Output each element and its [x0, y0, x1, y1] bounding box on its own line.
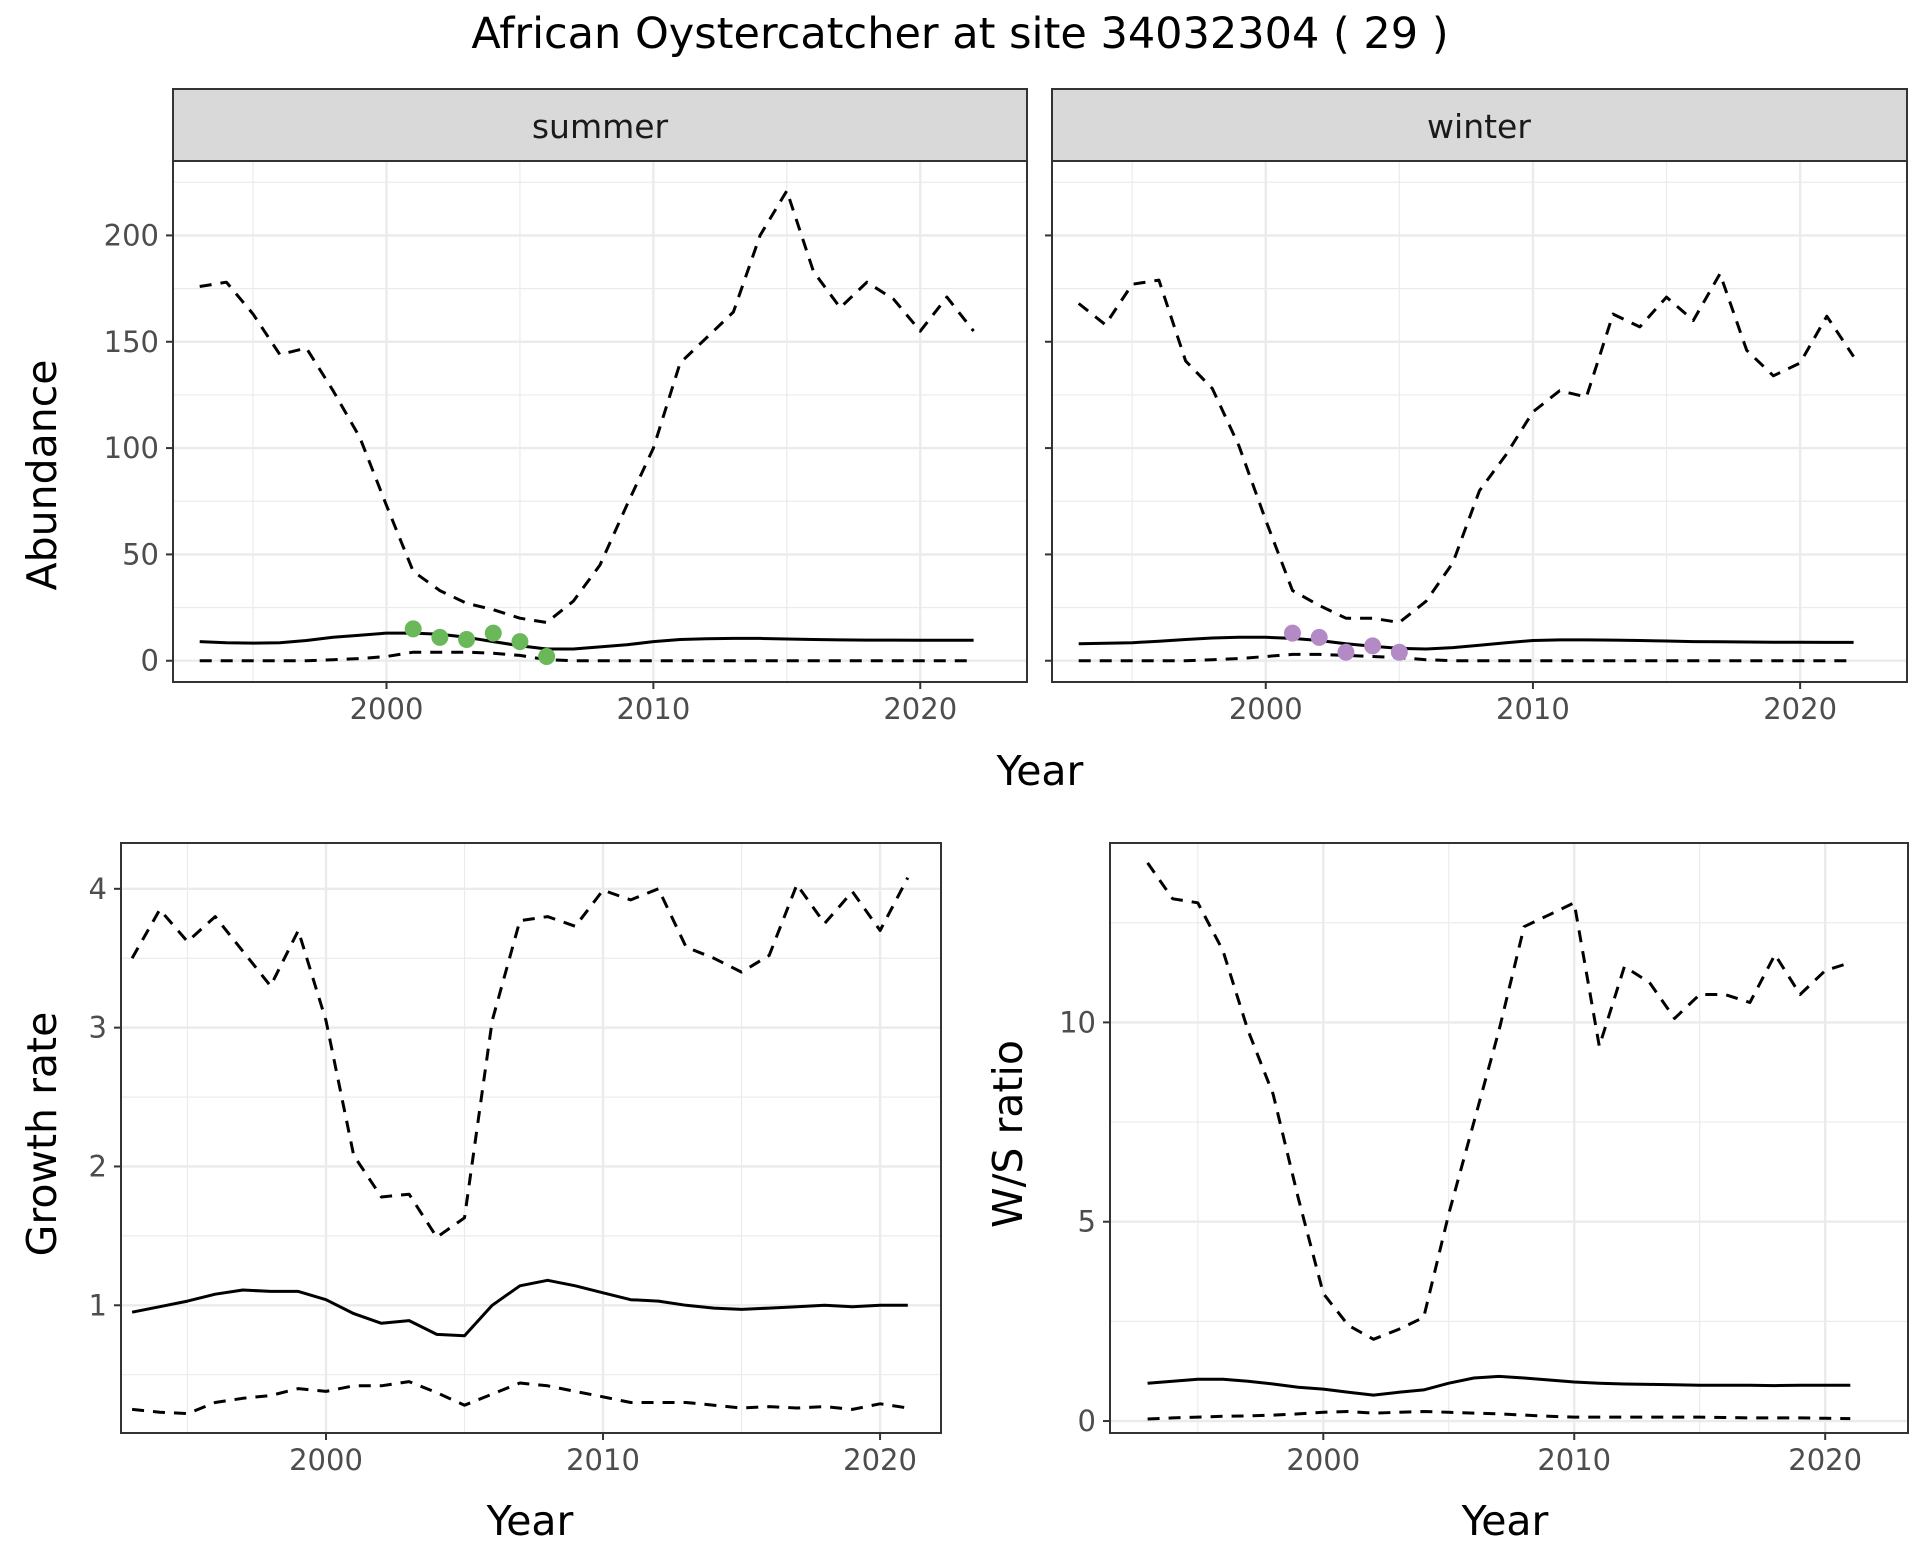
panel-growth-rate: 2000 2010 2020 1 2 3 4: [89, 842, 942, 1477]
data-point: [1364, 637, 1382, 655]
plot-background: [173, 161, 1027, 682]
x-tick-label: 2020: [1788, 1443, 1862, 1477]
y-tick-label: 3: [89, 1011, 107, 1045]
y-tick-label: 1: [89, 1288, 107, 1322]
x-tick-label: 2010: [566, 1443, 640, 1477]
series-line-mean: [1078, 635, 1854, 651]
ws-x-axis-title: Year: [1461, 1497, 1549, 1545]
x-tick-label: 2010: [1496, 692, 1570, 726]
y-tick-label: 100: [104, 431, 159, 465]
series-line-lower: [199, 650, 974, 663]
data-point: [1337, 643, 1355, 661]
y-tick-label: 4: [89, 872, 107, 906]
strip-summer: [172, 88, 1028, 162]
x-tick-label: 2000: [1229, 692, 1303, 726]
data-point: [1283, 624, 1301, 642]
x-tick-label: 2010: [616, 692, 690, 726]
x-tick-label: 2000: [289, 1443, 363, 1477]
plot-background: [1110, 843, 1908, 1433]
data-point: [458, 630, 476, 648]
data-point: [431, 628, 449, 646]
panel-border: [1051, 160, 1908, 683]
y-tick-label: 10: [1059, 1005, 1096, 1039]
x-tick-label: 2020: [1763, 692, 1837, 726]
data-point: [1310, 628, 1328, 646]
series-line-lower: [131, 1380, 909, 1416]
plot-background: [1052, 161, 1907, 682]
data-point: [404, 620, 422, 638]
y-tick-label: 0: [1078, 1404, 1096, 1438]
panel-ws-ratio: 2000 2010 2020 0 5 10: [1059, 842, 1909, 1477]
series-line-upper: [1077, 272, 1855, 624]
series-line-mean: [199, 631, 974, 651]
y-tick-label: 200: [104, 218, 159, 252]
x-tick-label: 2020: [843, 1443, 917, 1477]
growth-y-axis-title: Growth rate: [18, 1012, 66, 1257]
x-tick-label: 2020: [883, 692, 957, 726]
x-tick-label: 2000: [1286, 1443, 1360, 1477]
strip-label-summer: summer: [532, 107, 669, 146]
panel-abundance-winter: 2000 2010 2020: [1045, 160, 1908, 726]
strip-winter: [1051, 88, 1908, 162]
data-point: [511, 633, 529, 651]
x-tick-label: 2000: [350, 692, 424, 726]
series-line-mean: [131, 1278, 908, 1338]
series-line-upper: [199, 189, 975, 624]
data-point: [538, 647, 556, 665]
abundance-y-axis-title: Abundance: [18, 360, 66, 591]
ws-y-axis-title: W/S ratio: [984, 1040, 1032, 1228]
series-line-mean: [1147, 1374, 1851, 1397]
figure-title: African Oystercatcher at site 34032304 (…: [471, 9, 1448, 59]
series-line-upper: [130, 877, 910, 1239]
panel-border: [1109, 842, 1909, 1434]
x-tick-label: 2010: [1537, 1443, 1611, 1477]
panel-border: [172, 160, 1028, 683]
y-tick-label: 5: [1078, 1205, 1096, 1239]
plot-background: [121, 843, 941, 1433]
strip-label-winter: winter: [1427, 107, 1531, 146]
data-point: [484, 624, 502, 642]
series-line-upper: [1146, 862, 1851, 1341]
y-tick-label: 50: [122, 537, 159, 571]
data-point: [1390, 643, 1408, 661]
growth-x-axis-title: Year: [486, 1497, 574, 1545]
y-tick-label: 150: [104, 325, 159, 359]
y-tick-label: 2: [89, 1149, 107, 1183]
panel-abundance-summer: 2000 2010 2020 0 50 100 150 200: [104, 160, 1028, 726]
panel-border: [120, 842, 942, 1434]
series-line-lower: [1078, 652, 1854, 663]
y-tick-label: 0: [141, 644, 159, 678]
abundance-x-axis-title: Year: [996, 747, 1084, 795]
